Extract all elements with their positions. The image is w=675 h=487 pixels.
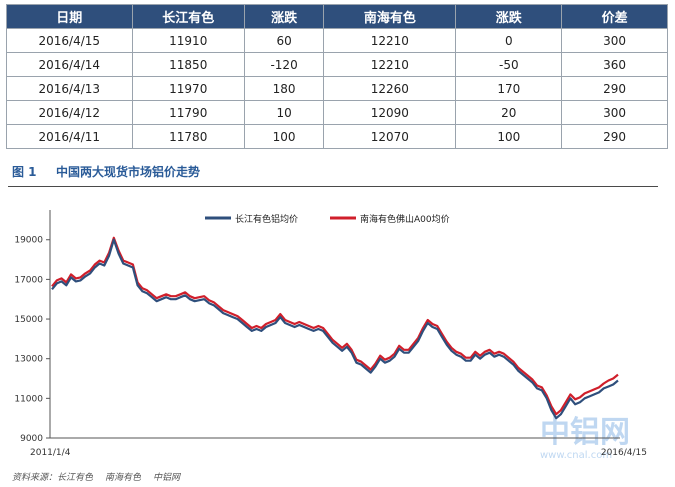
watermark: 中铝网 www.cnal.com: [540, 415, 630, 461]
figure-title: 中国两大现货市场铝价走势: [56, 165, 201, 179]
y-tick-label: 15000: [14, 315, 43, 325]
table-cell: 2016/4/11: [6, 124, 133, 149]
legend-label: 长江有色铝均价: [235, 213, 298, 225]
header-change-nanhai: 涨跌: [455, 4, 563, 29]
table-cell: 12090: [323, 100, 457, 125]
table-cell: 2016/4/13: [6, 76, 133, 101]
header-changjiang: 长江有色: [131, 4, 245, 29]
x-tick-label-start: 2011/1/4: [30, 448, 71, 458]
y-tick-label: 17000: [14, 275, 43, 285]
watermark-sub: www.cnal.com: [540, 450, 612, 461]
price-trend-chart: 中铝网 www.cnal.com 9000 11000 13000 15000 1700…: [14, 210, 647, 461]
x-axis-labels: 2011/1/4 2016/4/15: [30, 448, 647, 458]
y-tick-label: 19000: [14, 236, 43, 246]
table-cell: 11850: [131, 52, 245, 77]
y-tick-label: 9000: [20, 434, 43, 444]
source-label: 资料来源：长江有色: [12, 473, 94, 483]
table-cell: 12210: [323, 28, 457, 53]
table-cell: 100: [243, 124, 325, 149]
table-cell: 11970: [131, 76, 245, 101]
y-tick-label: 11000: [14, 394, 43, 404]
table-row: 2016/4/11 11780 100 12070 100 290: [6, 124, 668, 149]
table-cell: 12070: [323, 124, 457, 149]
caption-divider: [8, 186, 658, 187]
table-cell: 2016/4/12: [6, 100, 133, 125]
table-cell: 360: [561, 52, 668, 77]
table-cell: 290: [561, 76, 668, 101]
chart-lines: [51, 236, 619, 420]
header-change-changjiang: 涨跌: [243, 4, 325, 29]
source-item: 中铝网: [153, 473, 181, 483]
y-tick-label: 13000: [14, 355, 43, 365]
chart-legend: 长江有色铝均价 南海有色佛山A00均价: [205, 213, 450, 225]
table-row: 2016/4/13 11970 180 12260 170 290: [6, 76, 668, 101]
table-cell: 12260: [323, 76, 457, 101]
watermark-main: 中铝网: [540, 415, 630, 450]
table-cell: 100: [455, 124, 563, 149]
table-cell: 0: [455, 28, 563, 53]
table-cell: 11780: [131, 124, 245, 149]
table-cell: -120: [243, 52, 325, 77]
table-cell: -50: [455, 52, 563, 77]
header-date: 日期: [6, 4, 133, 29]
table-cell: 12210: [323, 52, 457, 77]
table-cell: 11910: [131, 28, 245, 53]
table-row: 2016/4/14 11850 -120 12210 -50 360: [6, 52, 668, 77]
figure-caption: 图 1 中国两大现货市场铝价走势: [12, 163, 200, 180]
table-header-row: 日期 长江有色 涨跌 南海有色 涨跌 价差: [6, 4, 668, 29]
table-cell: 20: [455, 100, 563, 125]
series-line-nanhai: [51, 236, 619, 416]
header-nanhai: 南海有色: [323, 4, 457, 29]
figure-number: 图 1: [12, 165, 37, 179]
price-table: 日期 长江有色 涨跌 南海有色 涨跌 价差 2016/4/15 11910 60…: [6, 4, 668, 149]
source-line: 资料来源：长江有色 南海有色 中铝网: [12, 470, 192, 483]
series-line-changjiang: [51, 238, 619, 420]
chart-axes: 9000 11000 13000 15000 17000 19000: [14, 210, 620, 444]
table-cell: 11790: [131, 100, 245, 125]
table-cell: 2016/4/15: [6, 28, 133, 53]
source-item: 南海有色: [105, 473, 142, 483]
header-spread: 价差: [561, 4, 668, 29]
table-cell: 180: [243, 76, 325, 101]
table-cell: 2016/4/14: [6, 52, 133, 77]
legend-label: 南海有色佛山A00均价: [360, 213, 450, 225]
table-cell: 170: [455, 76, 563, 101]
table-cell: 300: [561, 100, 668, 125]
table-row: 2016/4/12 11790 10 12090 20 300: [6, 100, 668, 125]
x-tick-label-end: 2016/4/15: [601, 448, 647, 458]
table-cell: 300: [561, 28, 668, 53]
table-row: 2016/4/15 11910 60 12210 0 300: [6, 28, 668, 53]
table-cell: 10: [243, 100, 325, 125]
table-cell: 60: [243, 28, 325, 53]
table-cell: 290: [561, 124, 668, 149]
